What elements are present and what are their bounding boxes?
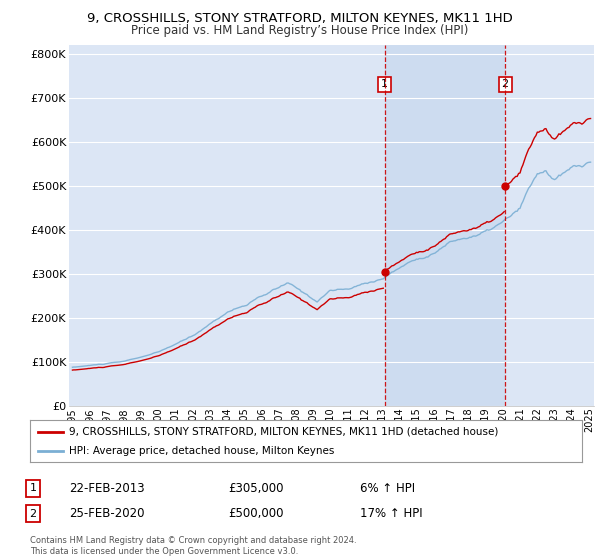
Text: 9, CROSSHILLS, STONY STRATFORD, MILTON KEYNES, MK11 1HD (detached house): 9, CROSSHILLS, STONY STRATFORD, MILTON K…: [68, 427, 498, 437]
Text: 1: 1: [29, 483, 37, 493]
Bar: [385, 45, 505, 406]
Text: 17% ↑ HPI: 17% ↑ HPI: [360, 507, 422, 520]
Text: 2: 2: [502, 80, 509, 90]
Text: 1: 1: [381, 80, 388, 90]
Text: Contains HM Land Registry data © Crown copyright and database right 2024.
This d: Contains HM Land Registry data © Crown c…: [30, 536, 356, 556]
Text: £305,000: £305,000: [228, 482, 284, 495]
Text: 2: 2: [29, 508, 37, 519]
Text: HPI: Average price, detached house, Milton Keynes: HPI: Average price, detached house, Milt…: [68, 446, 334, 456]
Text: £500,000: £500,000: [228, 507, 284, 520]
Text: Price paid vs. HM Land Registry’s House Price Index (HPI): Price paid vs. HM Land Registry’s House …: [131, 24, 469, 36]
Text: 9, CROSSHILLS, STONY STRATFORD, MILTON KEYNES, MK11 1HD: 9, CROSSHILLS, STONY STRATFORD, MILTON K…: [87, 12, 513, 25]
Text: 22-FEB-2013: 22-FEB-2013: [69, 482, 145, 495]
Text: 6% ↑ HPI: 6% ↑ HPI: [360, 482, 415, 495]
Text: 25-FEB-2020: 25-FEB-2020: [69, 507, 145, 520]
